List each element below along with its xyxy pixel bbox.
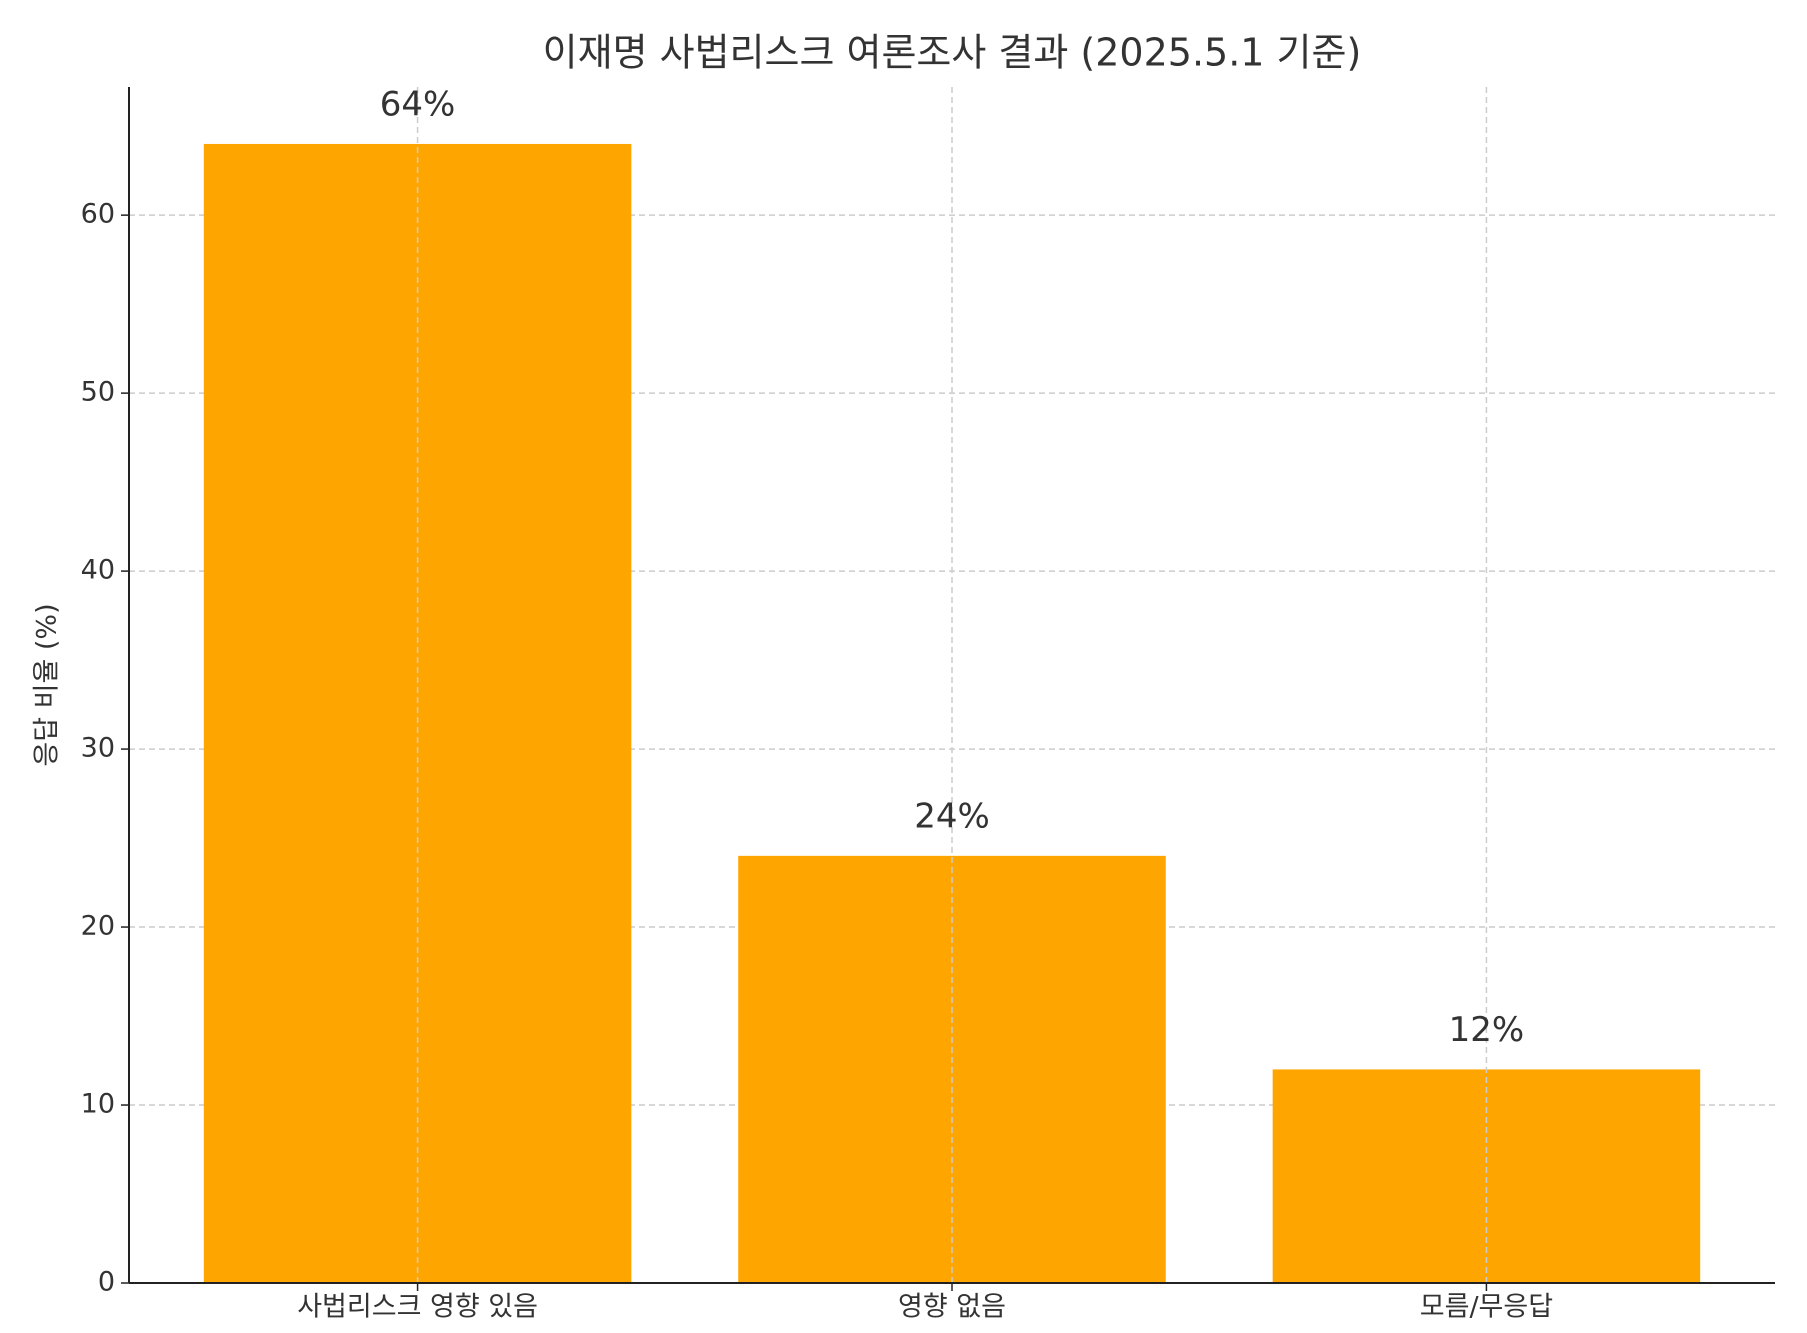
bar <box>203 143 632 1283</box>
y-tick-label: 60 <box>81 199 115 230</box>
x-tick-label: 모름/무응답 <box>1420 1292 1553 1323</box>
x-tick-label: 사법리스크 영향 있음 <box>297 1292 538 1323</box>
y-axis-label: 응답 비율 (%) <box>32 603 63 766</box>
y-tick-label: 40 <box>81 555 115 586</box>
data-label: 24% <box>914 796 990 836</box>
data-label: 64% <box>380 84 456 124</box>
y-tick-label: 10 <box>81 1089 115 1120</box>
y-tick-label: 50 <box>81 377 115 408</box>
data-label: 12% <box>1449 1010 1525 1050</box>
y-tick-label: 20 <box>81 911 115 942</box>
y-tick-label: 0 <box>98 1267 115 1298</box>
chart-title: 이재명 사법리스크 여론조사 결과 (2025.5.1 기준) <box>543 31 1362 75</box>
y-tick-label: 30 <box>81 733 115 764</box>
x-tick-label: 영향 없음 <box>898 1292 1006 1323</box>
